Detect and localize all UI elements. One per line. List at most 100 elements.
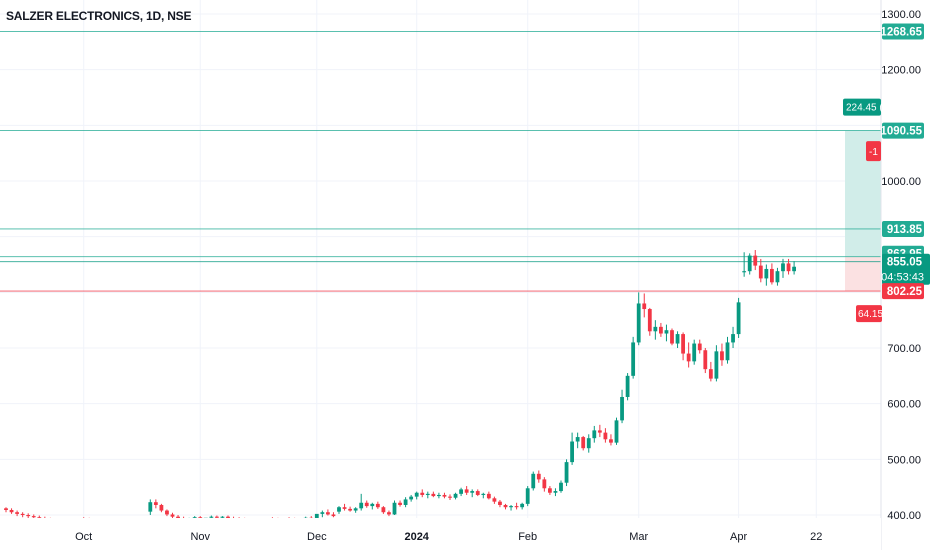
candle-body xyxy=(348,508,352,511)
candle-body xyxy=(409,496,414,500)
candle-body xyxy=(370,503,375,507)
chart-title: SALZER ELECTRONICS, 1D, NSE xyxy=(6,9,192,23)
candle-body xyxy=(226,516,230,519)
candle-body xyxy=(636,303,641,343)
candle-body xyxy=(653,326,658,332)
candle-body xyxy=(498,501,502,505)
price-tick-label: 700.00 xyxy=(887,343,921,355)
time-axis-bg xyxy=(0,518,881,550)
candle-body xyxy=(714,351,719,379)
candle-body xyxy=(353,508,358,511)
price-tick-label: 600.00 xyxy=(887,399,921,411)
candle-body xyxy=(448,496,452,498)
candle-body xyxy=(731,334,735,343)
candle-body xyxy=(15,512,19,514)
candle-body xyxy=(342,507,347,509)
candle-body xyxy=(387,512,391,515)
time-tick-label: Feb xyxy=(518,531,537,543)
price-tick-label: 1300.00 xyxy=(881,9,921,21)
candle-body xyxy=(581,437,586,449)
candle-body xyxy=(720,351,724,361)
candle-body xyxy=(481,493,486,495)
current-price-tag-bg xyxy=(882,253,930,285)
time-tick-label: Nov xyxy=(190,531,210,543)
price-tag-802: 802.25 xyxy=(887,286,923,298)
price-tag-913-bg xyxy=(882,220,924,237)
candle-body xyxy=(414,492,419,497)
candle-body xyxy=(165,510,169,515)
candle-body xyxy=(320,512,325,514)
candle-body xyxy=(548,488,552,493)
candle-body xyxy=(337,507,341,512)
candle-body xyxy=(331,514,336,517)
price-tick-label: 1000.00 xyxy=(881,176,921,188)
current-price-label: 855.05 xyxy=(887,257,923,269)
candle-body xyxy=(9,509,14,513)
candle-body xyxy=(603,432,608,440)
candle-body xyxy=(625,375,630,397)
candle-body xyxy=(736,302,741,335)
candle-body xyxy=(503,504,508,508)
candle-body xyxy=(775,271,780,283)
candle-body xyxy=(764,268,769,279)
price-tag-1268: 1268.65 xyxy=(880,26,922,38)
candle-body xyxy=(742,271,747,273)
price-lines xyxy=(0,31,881,292)
price-tag-1090-bg xyxy=(882,122,924,139)
time-tick-label: 22 xyxy=(810,531,822,543)
candle-body xyxy=(542,479,547,489)
candle-body xyxy=(564,462,569,483)
candle-body xyxy=(453,493,458,498)
candle-body xyxy=(792,266,796,272)
stop-zone xyxy=(845,256,881,292)
candle-body xyxy=(753,255,758,266)
candle-body xyxy=(209,516,214,518)
candle-body xyxy=(664,330,669,334)
candle-body xyxy=(437,494,441,497)
candle-body xyxy=(509,506,513,508)
candle-body xyxy=(375,503,380,508)
candle-body xyxy=(614,420,619,443)
candle-body xyxy=(215,516,219,518)
candle-body xyxy=(148,502,153,512)
candle-body xyxy=(631,342,636,376)
price-axis: 1300.00 1200.00 1000.00 700.00 600.00 500.00 4… xyxy=(880,0,921,550)
candle-body xyxy=(758,265,763,279)
candle-body xyxy=(470,491,475,493)
candle-body xyxy=(425,493,430,495)
price-tag-1090: 1090.55 xyxy=(880,126,922,138)
time-tick-label: 2024 xyxy=(404,531,429,543)
price-tick-label: 1200.00 xyxy=(881,65,921,77)
candle-body xyxy=(609,439,613,443)
candle-body xyxy=(659,326,663,334)
candle-body xyxy=(559,482,563,492)
price-tag-1268-bg xyxy=(882,23,924,40)
candle-body xyxy=(703,350,708,370)
candle-body xyxy=(153,502,158,505)
candle-body xyxy=(770,268,774,283)
candle-body xyxy=(781,263,785,272)
candle-body xyxy=(575,437,580,442)
price-tick-label: 400.00 xyxy=(887,510,921,522)
candle-body xyxy=(220,516,225,518)
candle-body xyxy=(553,491,558,493)
time-tick-label: Mar xyxy=(629,531,648,543)
price-tags: 1268.651090.55913.85863.95855.0504:53:43… xyxy=(880,23,930,300)
candle-body xyxy=(725,342,730,361)
position-labels: 224.45 (2 -1 64.15 xyxy=(843,98,889,323)
candle-body xyxy=(359,502,364,509)
stop-label-bg xyxy=(856,305,882,323)
time-tick-label: Dec xyxy=(307,531,327,543)
candle-body xyxy=(4,508,8,510)
candle-body xyxy=(647,309,652,332)
candle-body xyxy=(420,492,425,495)
candles xyxy=(4,250,796,524)
candle-body xyxy=(681,334,685,354)
candle-body xyxy=(531,473,536,489)
candle-body xyxy=(492,498,497,502)
candle-body xyxy=(642,303,647,310)
candle-body xyxy=(159,504,164,511)
candle-body xyxy=(170,514,175,517)
